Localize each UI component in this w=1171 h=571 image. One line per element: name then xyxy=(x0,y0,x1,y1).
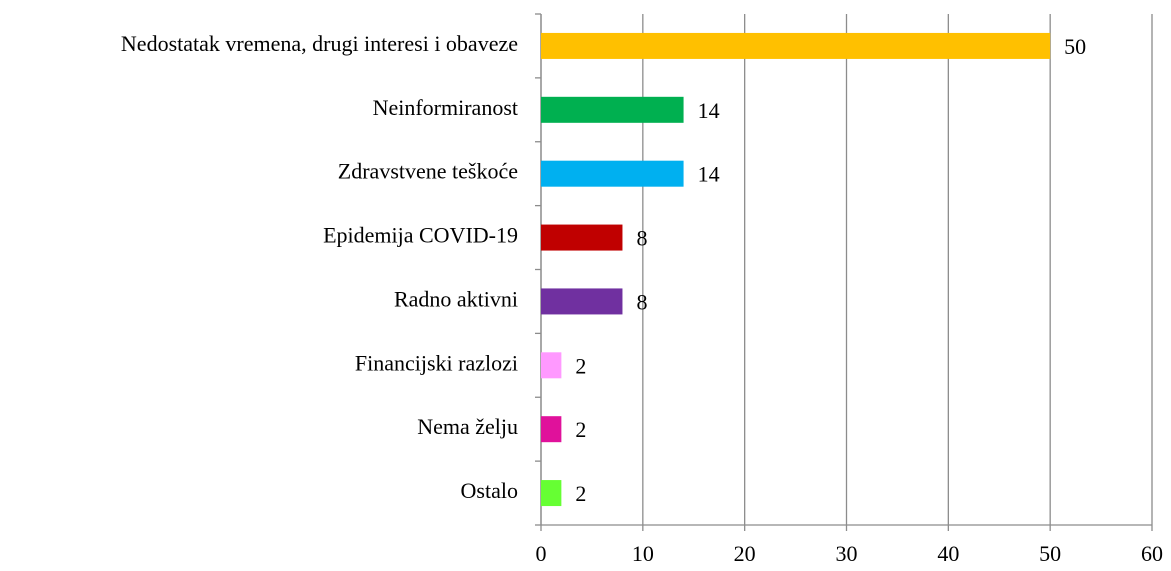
y-tick-label: Financijski razlozi xyxy=(355,350,518,375)
data-label: 14 xyxy=(698,162,720,187)
bar xyxy=(541,32,1051,59)
data-label: 2 xyxy=(575,417,586,442)
x-tick-label: 20 xyxy=(734,541,756,566)
bar xyxy=(541,160,684,187)
bar xyxy=(541,224,623,251)
x-tick-label: 60 xyxy=(1141,541,1163,566)
bar xyxy=(541,416,562,443)
data-label: 14 xyxy=(698,98,720,123)
x-tick-label: 10 xyxy=(632,541,654,566)
y-tick-label: Epidemija COVID-19 xyxy=(323,223,518,248)
data-label: 50 xyxy=(1064,34,1086,59)
bar xyxy=(541,352,562,379)
x-tick-label: 0 xyxy=(536,541,547,566)
x-tick-label: 50 xyxy=(1039,541,1061,566)
x-tick-label: 40 xyxy=(937,541,959,566)
y-tick-label: Zdravstvene teškoće xyxy=(338,159,518,184)
x-tick-label: 30 xyxy=(836,541,858,566)
y-tick-label: Neinformiranost xyxy=(373,95,518,120)
data-label: 2 xyxy=(575,353,586,378)
data-label: 8 xyxy=(636,289,647,314)
y-tick-label: Ostalo xyxy=(461,478,518,503)
y-tick-label: Radno aktivni xyxy=(394,286,518,311)
bar xyxy=(541,96,684,123)
y-tick-label: Nema želju xyxy=(417,414,518,439)
bar xyxy=(541,480,562,507)
data-label: 2 xyxy=(575,481,586,506)
data-label: 8 xyxy=(636,226,647,251)
bar xyxy=(541,288,623,315)
y-tick-label: Nedostatak vremena, drugi interesi i oba… xyxy=(121,31,518,56)
